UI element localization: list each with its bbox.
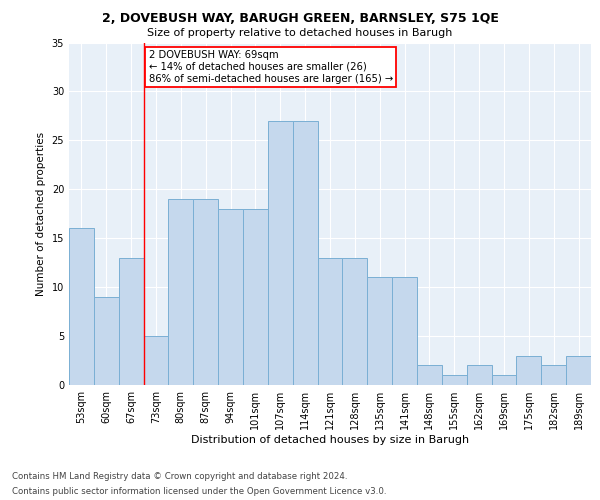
Text: Contains HM Land Registry data © Crown copyright and database right 2024.: Contains HM Land Registry data © Crown c… [12,472,347,481]
Y-axis label: Number of detached properties: Number of detached properties [36,132,46,296]
Bar [442,375,467,385]
Bar [367,278,392,385]
Bar [293,121,317,385]
Bar [143,336,169,385]
Bar [169,199,193,385]
Text: 2 DOVEBUSH WAY: 69sqm
← 14% of detached houses are smaller (26)
86% of semi-deta: 2 DOVEBUSH WAY: 69sqm ← 14% of detached … [149,50,393,84]
Bar [94,297,119,385]
Bar [119,258,143,385]
X-axis label: Distribution of detached houses by size in Barugh: Distribution of detached houses by size … [191,435,469,445]
Bar [218,209,243,385]
Bar [317,258,343,385]
Text: Size of property relative to detached houses in Barugh: Size of property relative to detached ho… [148,28,452,38]
Bar [517,356,541,385]
Bar [417,366,442,385]
Bar [467,366,491,385]
Bar [566,356,591,385]
Bar [243,209,268,385]
Bar [491,375,517,385]
Bar [268,121,293,385]
Bar [392,278,417,385]
Text: 2, DOVEBUSH WAY, BARUGH GREEN, BARNSLEY, S75 1QE: 2, DOVEBUSH WAY, BARUGH GREEN, BARNSLEY,… [101,12,499,26]
Bar [69,228,94,385]
Bar [193,199,218,385]
Bar [541,366,566,385]
Text: Contains public sector information licensed under the Open Government Licence v3: Contains public sector information licen… [12,487,386,496]
Bar [343,258,367,385]
